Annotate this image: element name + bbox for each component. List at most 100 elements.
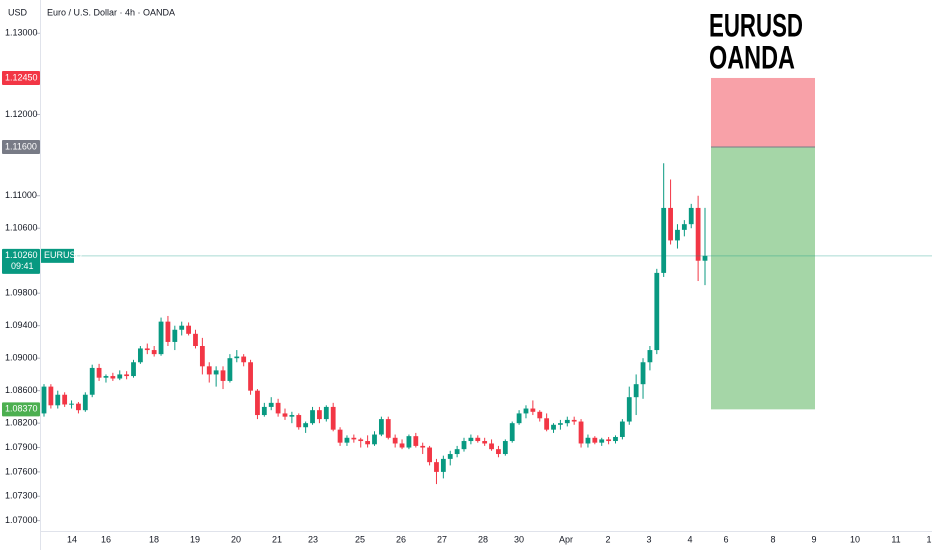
x-tick-label: 6 <box>723 534 728 544</box>
chart-title: Euro / U.S. Dollar · 4h · OANDA <box>47 7 175 17</box>
candle-body <box>124 374 130 377</box>
candle-body <box>241 356 247 363</box>
candle-body <box>55 394 61 406</box>
candle-body <box>613 436 618 442</box>
candle-body <box>323 406 329 420</box>
candle-body <box>303 423 309 428</box>
x-tick-label: 28 <box>478 534 488 544</box>
candle-body <box>255 390 260 416</box>
entry-badge <box>2 140 40 155</box>
candle-body <box>351 437 357 440</box>
candle-body <box>489 443 494 450</box>
y-tick-label: 1.08200 <box>5 418 38 428</box>
y-tick-label: 1.07300 <box>5 491 38 501</box>
candle-body <box>523 408 529 414</box>
candle-body <box>702 255 708 261</box>
candle-body <box>330 406 336 430</box>
entry-badge-label: 1.11600 <box>5 141 37 151</box>
x-tick-label: 2 <box>605 534 610 544</box>
x-tick-label: 19 <box>190 534 200 544</box>
candle-body <box>447 454 453 459</box>
axis-layer: 1.13000 1.12000 1.11000 1.10600 1.09800 1.094… <box>2 28 932 544</box>
candle-body <box>440 458 446 472</box>
candle-body <box>144 348 150 351</box>
candle-body <box>131 362 136 377</box>
annotation: OANDA <box>709 39 795 75</box>
candle-body <box>248 362 253 391</box>
candle-body <box>385 419 391 438</box>
candle-body <box>640 362 646 385</box>
candle-body <box>406 436 412 448</box>
x-tick-label: 27 <box>437 534 447 544</box>
candle-body <box>117 374 123 379</box>
candle-body <box>268 402 274 407</box>
candle-body <box>41 386 47 414</box>
axis-unit: USD <box>8 7 28 17</box>
target-badge-label: 1.08370 <box>5 404 38 414</box>
x-tick-label: 23 <box>308 534 318 544</box>
candle-body <box>227 358 233 381</box>
candle-body <box>261 406 267 416</box>
candle-body <box>317 410 322 420</box>
candle-body <box>103 376 109 378</box>
candle-body <box>358 439 364 442</box>
x-tick-label: 8 <box>770 534 775 544</box>
candle-body <box>213 370 219 375</box>
candle-body <box>675 229 680 241</box>
candle-body <box>220 370 226 381</box>
price-badge-label: 1.10260 <box>5 250 38 260</box>
candle-body <box>62 394 68 405</box>
target-zone <box>711 147 815 410</box>
candle-body <box>172 329 178 342</box>
x-tick-label: 1 <box>926 534 931 544</box>
x-tick-label: Apr <box>559 534 573 544</box>
candle-body <box>599 439 605 443</box>
candle-body <box>475 437 481 442</box>
stop-zone <box>711 77 815 148</box>
candle-body <box>606 439 612 442</box>
candle-body <box>626 397 632 422</box>
annotation: EURUSD <box>709 7 803 43</box>
x-tick-label: 21 <box>272 534 282 544</box>
candle-body <box>165 321 171 342</box>
candle-body <box>688 207 694 225</box>
y-tick-label: 1.09400 <box>5 320 38 330</box>
candle-body <box>199 346 205 367</box>
candle-body <box>137 348 143 363</box>
candle-body <box>310 410 315 424</box>
candle-body <box>337 429 343 443</box>
candle-body <box>633 384 639 398</box>
candle-body <box>179 325 185 330</box>
candle-body <box>365 441 371 445</box>
candle-body <box>502 441 508 455</box>
candle-body <box>434 462 439 472</box>
x-tick-label: 16 <box>101 534 111 544</box>
candle-body <box>496 449 501 455</box>
y-tick-label: 1.12000 <box>5 109 38 119</box>
candle-body <box>275 402 281 414</box>
candle-body <box>516 413 522 424</box>
candle-body <box>151 350 157 355</box>
x-tick-label: 25 <box>355 534 365 544</box>
candle-body <box>482 441 488 444</box>
candle-body <box>468 437 474 442</box>
candle-body <box>647 350 653 363</box>
candle-body <box>110 376 116 379</box>
candle-body <box>530 408 536 412</box>
candle-body <box>537 411 543 419</box>
candle-body <box>413 436 419 446</box>
x-tick-label: 14 <box>67 534 77 544</box>
candle-body <box>186 325 191 334</box>
candle-body <box>558 423 563 425</box>
candle-body <box>461 441 467 450</box>
candle-body <box>544 418 550 430</box>
candle-body <box>427 447 432 463</box>
candle-body <box>82 394 88 411</box>
candle-body <box>48 386 54 406</box>
candle-body <box>564 419 570 424</box>
symbol-label: EURUSD <box>44 250 83 260</box>
candle-body <box>571 419 577 422</box>
candle-body <box>206 366 212 375</box>
candle-body <box>661 207 667 273</box>
